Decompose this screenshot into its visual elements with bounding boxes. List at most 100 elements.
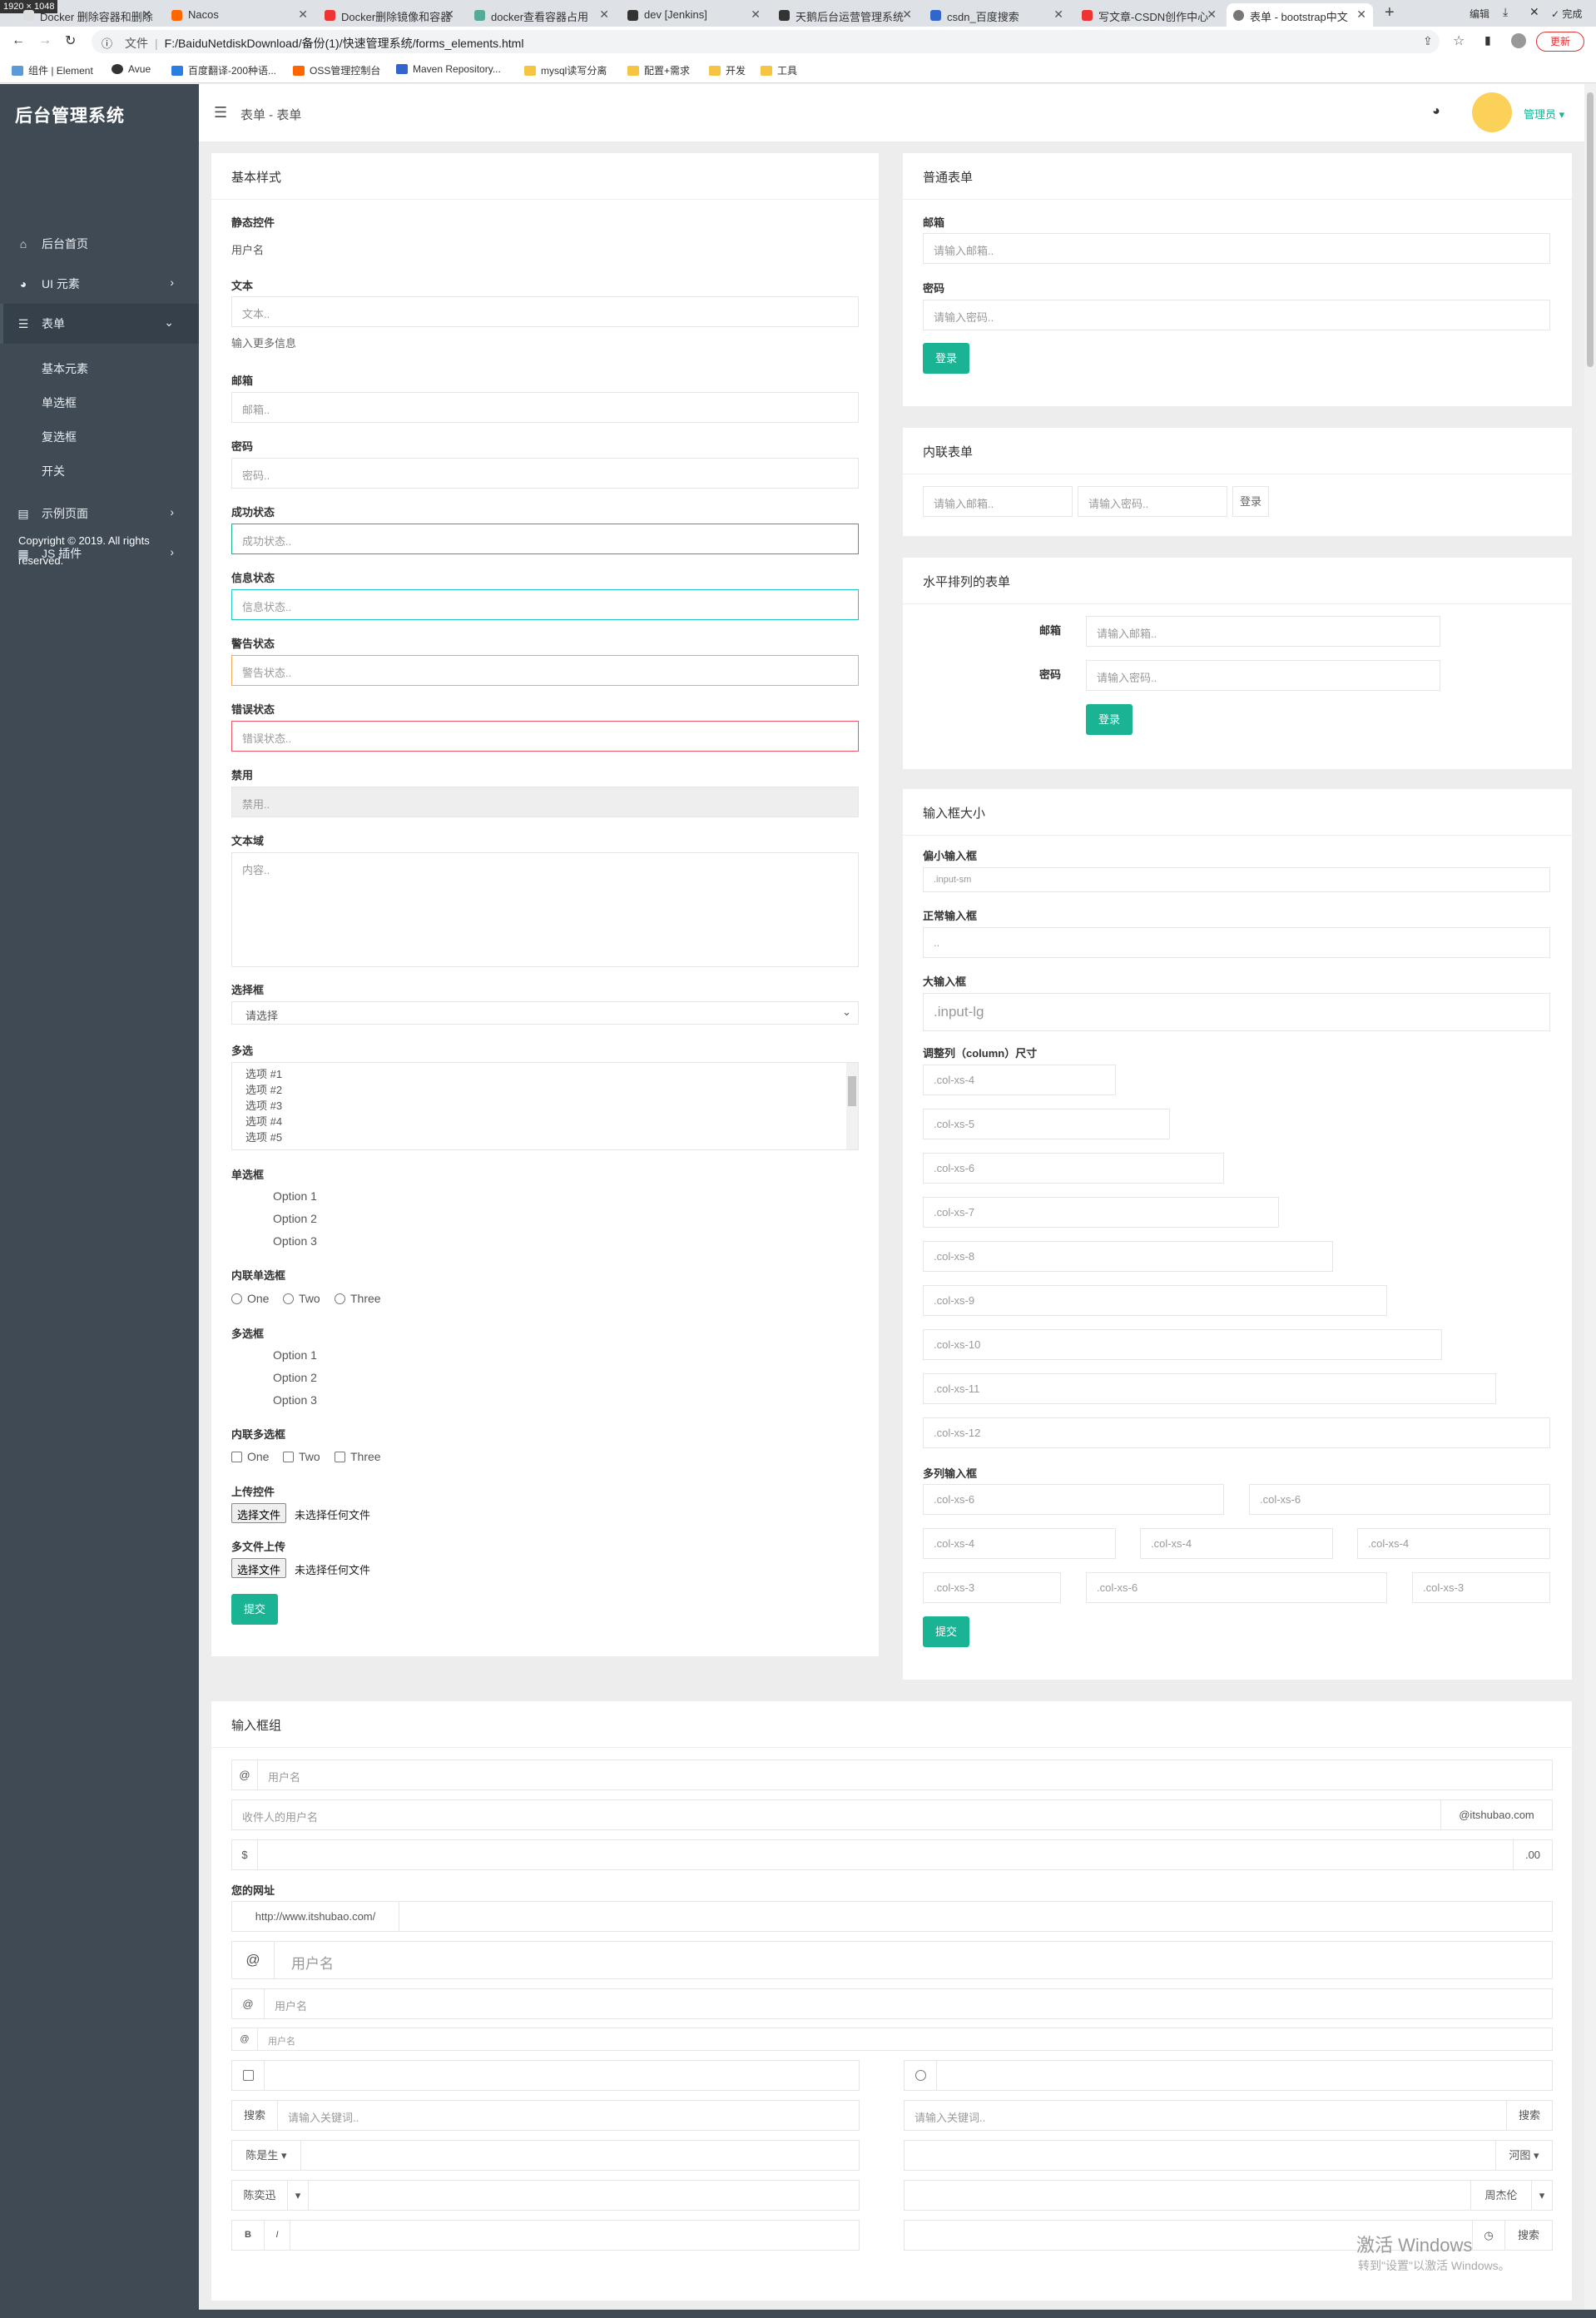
scrollbar-thumb[interactable] (848, 1076, 856, 1106)
checkbox-box[interactable] (283, 1452, 294, 1462)
close-tab-icon[interactable]: ✕ (444, 7, 454, 21)
browser-tab[interactable]: docker查看容器占用 ✕ (468, 3, 616, 27)
multi-col-input[interactable]: .col-xs-6 (1249, 1484, 1550, 1515)
page-scrollbar-thumb[interactable] (1587, 92, 1594, 367)
multi-col-input[interactable]: .col-xs-4 (1140, 1528, 1333, 1559)
col-input[interactable]: .col-xs-8 (923, 1241, 1333, 1272)
col-input[interactable]: .col-xs-10 (923, 1329, 1442, 1360)
keyword-input-left[interactable]: 请输入关键词.. (277, 2100, 860, 2131)
text-input[interactable]: 文本.. (231, 296, 859, 327)
radio-circle[interactable] (231, 1293, 242, 1304)
browser-tab[interactable]: csdn_百度搜索 ✕ (924, 3, 1070, 27)
close-tab-icon[interactable]: ✕ (1356, 7, 1366, 21)
split-right-button[interactable]: 周杰伦 (1470, 2180, 1532, 2211)
basic-submit-button[interactable]: 提交 (231, 1594, 278, 1625)
url-field[interactable]: ⓘ 文件 | F:/BaiduNetdiskDownload/备份(1)/快速管理系… (92, 30, 1440, 53)
col-input[interactable]: .col-xs-12 (923, 1417, 1550, 1448)
sizes-submit-button[interactable]: 提交 (923, 1616, 969, 1647)
sidebar-subitem-switch[interactable]: 开关 (42, 464, 65, 478)
checkbox-box[interactable] (231, 1452, 242, 1462)
login-button[interactable]: 登录 (923, 343, 969, 374)
multiselect-option[interactable]: 选项 #2 (245, 1084, 283, 1096)
bookmark-item[interactable]: OSS管理控制台 (293, 63, 380, 77)
update-button[interactable]: 更新 (1536, 32, 1584, 52)
file-choose-button[interactable]: 选择文件 (231, 1503, 287, 1523)
radio-circle[interactable] (283, 1293, 294, 1304)
checkbox-option[interactable]: Option 1 (273, 1348, 317, 1362)
sidebar-item-pages[interactable]: ▤ 示例页面 › (0, 494, 199, 534)
split-right-input[interactable] (904, 2180, 1471, 2211)
bookmark-item[interactable]: Maven Repository... (396, 63, 501, 75)
bookmark-item[interactable]: 开发 (709, 63, 746, 77)
close-tab-icon[interactable]: ✕ (141, 7, 151, 21)
close-tab-icon[interactable]: ✕ (1053, 7, 1063, 21)
col-input[interactable]: .col-xs-6 (923, 1153, 1224, 1184)
multi-col-input[interactable]: .col-xs-3 (923, 1572, 1061, 1603)
download-icon[interactable]: ⤓ (1503, 5, 1509, 18)
login-button[interactable]: 登录 (1086, 704, 1133, 735)
info-input[interactable]: 信息状态.. (231, 589, 859, 620)
checkbox-box[interactable] (242, 2070, 254, 2081)
forward-icon[interactable]: → (38, 33, 52, 47)
multiselect-option[interactable]: 选项 #4 (245, 1115, 283, 1128)
dropdown-right-input[interactable] (904, 2140, 1496, 2171)
browser-tab[interactable]: 写文章-CSDN创作中心 ✕ (1075, 3, 1223, 27)
radio-option[interactable]: Option 3 (273, 1234, 317, 1248)
reload-icon[interactable]: ↻ (65, 34, 77, 48)
page-scrollbar[interactable] (1584, 84, 1596, 2310)
dropdown-left-input[interactable] (300, 2140, 860, 2171)
theme-icon[interactable]: ◕ (1432, 104, 1440, 118)
browser-tab[interactable]: Nacos ✕ (165, 3, 315, 27)
email-input[interactable]: 请输入邮箱.. (923, 233, 1550, 264)
email-input[interactable]: 请输入邮箱.. (1086, 616, 1440, 647)
inline-login-button[interactable]: 登录 (1232, 486, 1269, 517)
large-username-input[interactable]: 用户名 (274, 1941, 1553, 1979)
search-addon-right[interactable]: 搜索 (1506, 2100, 1553, 2131)
close-tab-icon[interactable]: ✕ (298, 7, 308, 21)
checkbox-option[interactable]: Option 2 (273, 1371, 317, 1384)
search-right-input[interactable] (904, 2220, 1473, 2251)
format-input[interactable] (290, 2220, 860, 2251)
sidebar-item-ui[interactable]: ◕ UI 元素 › (0, 264, 199, 304)
col-input[interactable]: .col-xs-7 (923, 1197, 1279, 1228)
multiselect[interactable]: 选项 #1 选项 #2 选项 #3 选项 #4 选项 #5 (231, 1062, 859, 1150)
inline-checkbox-two[interactable]: Two (283, 1450, 320, 1463)
inline-radio-one[interactable]: One (231, 1292, 269, 1305)
close-tab-icon[interactable]: ✕ (599, 7, 609, 21)
menu-toggle-icon[interactable]: ☰ (214, 104, 228, 121)
inline-password-input[interactable]: 请输入密码.. (1078, 486, 1227, 517)
radio-group-input[interactable] (936, 2060, 1553, 2091)
multiselect-option[interactable]: 选项 #3 (245, 1099, 283, 1112)
done-label[interactable]: ✓ 完成 (1551, 8, 1583, 20)
multi-col-input[interactable]: .col-xs-3 (1412, 1572, 1550, 1603)
textarea[interactable]: 内容.. (231, 852, 859, 967)
avatar[interactable] (1472, 92, 1512, 132)
browser-tab-active[interactable]: 表单 - bootstrap中文 ✕ (1227, 3, 1373, 27)
small-username-input[interactable]: 用户名 (257, 2028, 1553, 2051)
bookmark-item[interactable]: mysql读写分离 (524, 63, 607, 77)
warning-input[interactable]: 警告状态.. (231, 655, 859, 686)
italic-button[interactable]: I (264, 2220, 290, 2251)
search-addon-left[interactable]: 搜索 (231, 2100, 278, 2131)
col-input[interactable]: .col-xs-5 (923, 1109, 1170, 1139)
edit-label[interactable]: 编辑 (1470, 8, 1490, 20)
bookmark-item[interactable]: 百度翻译-200种语... (171, 63, 276, 77)
bookmark-star-icon[interactable]: ☆ (1453, 34, 1465, 48)
close-icon[interactable]: ✕ (1529, 5, 1539, 18)
keyword-input-right[interactable]: 请输入关键词.. (904, 2100, 1507, 2131)
split-right-caret[interactable]: ▾ (1531, 2180, 1553, 2211)
share-icon[interactable]: ⇪ (1423, 34, 1433, 47)
bookmark-item[interactable]: 配置+需求 (627, 63, 690, 77)
browser-tab[interactable]: Docker删除镜像和容器 ✕ (318, 3, 461, 27)
checkbox-box[interactable] (335, 1452, 345, 1462)
username-input[interactable]: 用户名 (257, 1760, 1553, 1790)
back-icon[interactable]: ← (12, 33, 25, 47)
user-menu[interactable]: 管理员 ▾ (1524, 106, 1564, 122)
multi-file-choose-button[interactable]: 选择文件 (231, 1558, 287, 1578)
sidebar-item-plugins[interactable]: ▦ JS 插件 › (0, 534, 199, 573)
multi-col-input[interactable]: .col-xs-4 (923, 1528, 1116, 1559)
close-tab-icon[interactable]: ✕ (902, 7, 912, 21)
browser-tab[interactable]: dev [Jenkins] ✕ (621, 3, 767, 27)
dropdown-right-button[interactable]: 河图 ▾ (1495, 2140, 1553, 2171)
inline-checkbox-one[interactable]: One (231, 1450, 269, 1463)
